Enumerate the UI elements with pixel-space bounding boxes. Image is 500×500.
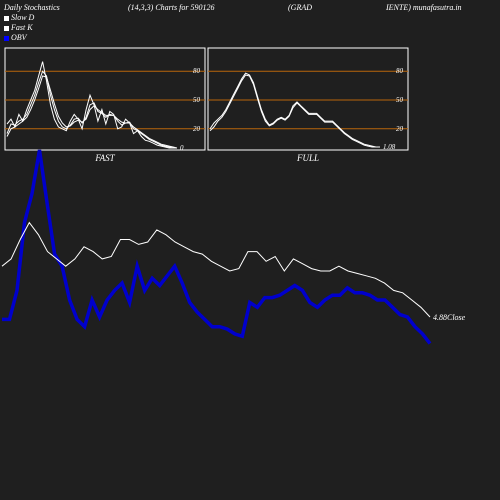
close-value-label: 4.88Close <box>433 313 466 322</box>
legend-item-slow-d: Slow D <box>4 13 34 23</box>
legend-label-fast-k: Fast K <box>11 23 33 32</box>
panel-fast-frame <box>4 47 206 151</box>
close-line <box>1 221 431 318</box>
panel-fast: 20 50 80 0 FAST <box>4 47 206 163</box>
stock-name-part1: (GRAD <box>288 3 312 12</box>
legend-item-fast-k: Fast K <box>4 23 34 33</box>
series-line-fast-2 <box>6 75 178 149</box>
last-value-label-full: 1.08 <box>383 143 396 151</box>
ytick-label-50: 50 <box>193 96 201 104</box>
panel-full-frame <box>207 47 409 151</box>
price-panel: 4.88Close <box>1 149 466 345</box>
panel-title-full: FULL <box>296 153 319 163</box>
series-line-full-0 <box>209 72 380 148</box>
last-value-label-fast: 0 <box>180 144 184 152</box>
series-line-fast-1 <box>6 70 177 149</box>
panel-title-fast: FAST <box>94 153 115 163</box>
chart-params: (14,3,3) Charts for 590126 <box>128 3 215 12</box>
stock-name-part2: IENTE) munafasutra.in <box>386 3 462 12</box>
legend-swatch-fast-k <box>4 25 9 31</box>
obv-line <box>2 149 432 345</box>
legend-label-slow-d: Slow D <box>11 13 35 22</box>
series-line-fast-0 <box>6 61 177 149</box>
chart-title: Daily Stochastics <box>4 3 60 12</box>
legend-label-obv: OBV <box>11 33 27 42</box>
ytick-label-20: 20 <box>396 125 404 133</box>
ytick-label-80: 80 <box>193 67 201 75</box>
ytick-label-20: 20 <box>193 125 201 133</box>
legend-swatch-slow-d <box>4 15 9 21</box>
ytick-label-80: 80 <box>396 67 404 75</box>
legend-swatch-obv <box>4 35 9 41</box>
ytick-label-50: 50 <box>396 96 404 104</box>
series-line-full-1 <box>209 74 380 148</box>
legend-item-obv: OBV <box>4 33 34 43</box>
panel-full: 20 50 80 1.08 FULL <box>207 47 409 163</box>
legend: Slow D Fast K OBV <box>4 13 34 43</box>
